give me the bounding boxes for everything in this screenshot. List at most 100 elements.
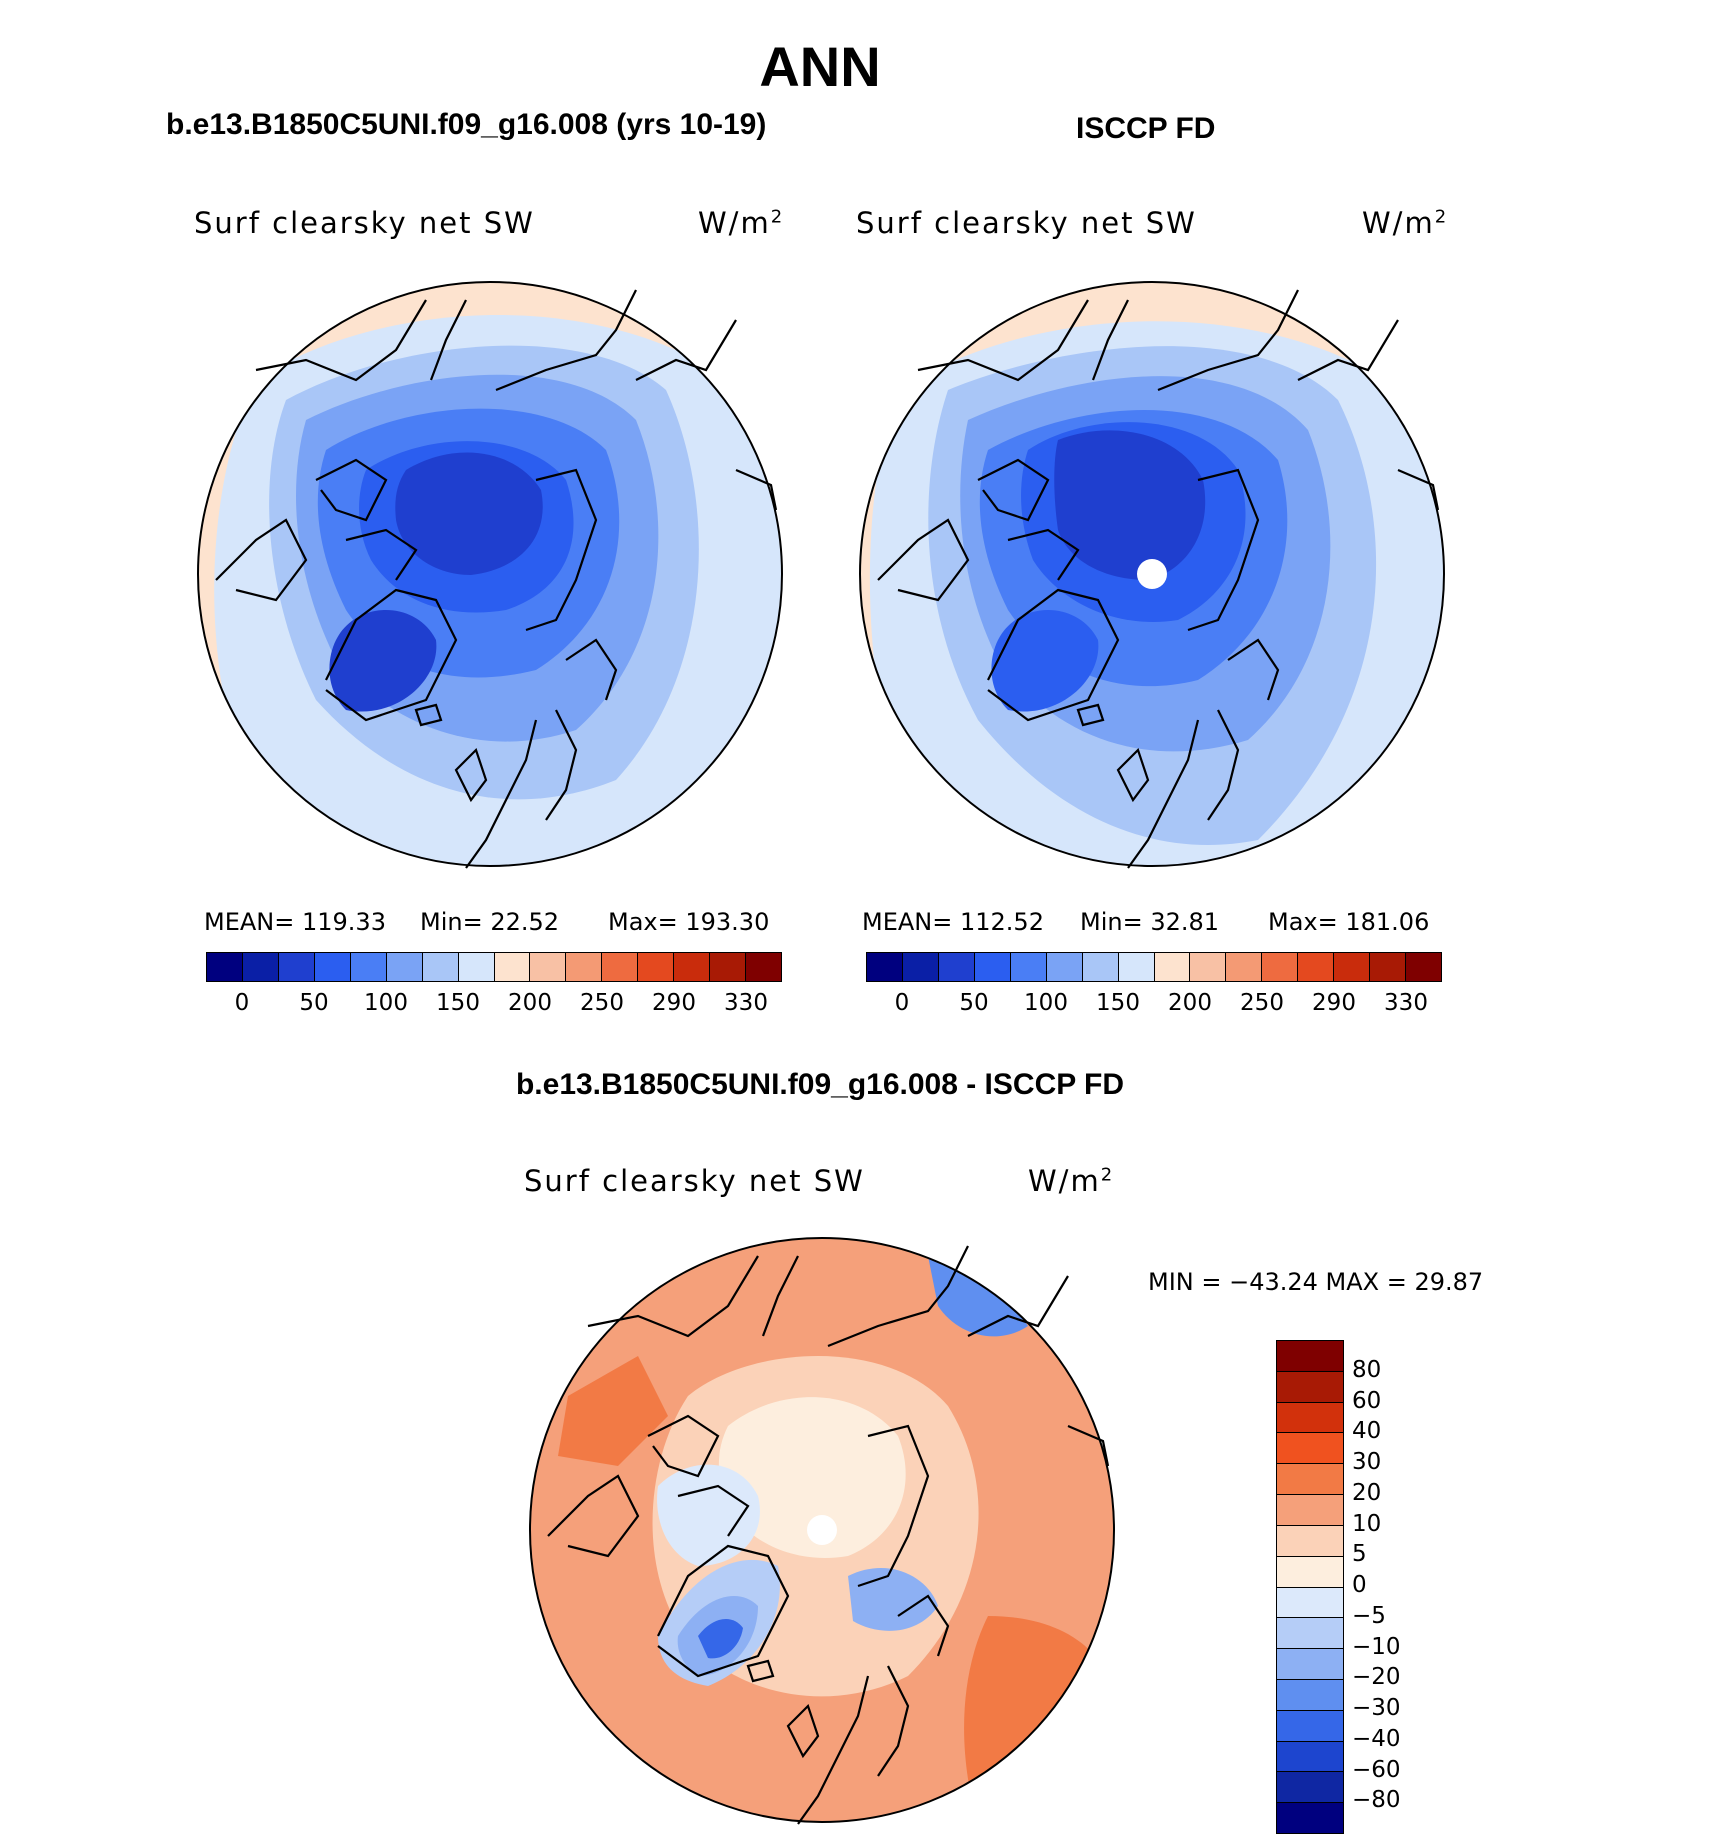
panel2-coastlines — [877, 289, 1440, 869]
panel2-units: W/m2 — [1362, 206, 1449, 240]
panel1-colorbar-swatch — [601, 953, 638, 981]
panel2-colorbar-swatch — [901, 953, 938, 981]
panel1-units: W/m2 — [698, 206, 785, 240]
panel2-colorbar-tick-label: 150 — [1096, 990, 1140, 1016]
panel3-colorbar-tick-label: −5 — [1352, 1602, 1386, 1629]
panel2-colorbar-swatch — [1333, 953, 1370, 981]
panel3-colorbar-swatch — [1277, 1432, 1343, 1464]
panel1-greenland — [329, 610, 437, 712]
panel2-colorbar-swatch — [1045, 953, 1082, 981]
panel1-colorbar-swatch — [673, 953, 710, 981]
panel2-colorbar-swatch — [867, 953, 902, 981]
panel1-colorbar-tick-label: 100 — [364, 990, 408, 1016]
panel2-colorbar-tick-label: 50 — [959, 990, 989, 1016]
panel3-colorbar-swatch — [1277, 1555, 1343, 1587]
panel1-colorbar-tick-label: 330 — [724, 990, 768, 1016]
panel1-mean: MEAN= 119.33 — [204, 908, 386, 936]
panel2-greenland — [991, 610, 1099, 712]
panel2-colorbar-swatch — [937, 953, 974, 981]
panel1-colorbar-tick-label: 250 — [580, 990, 624, 1016]
panel2-colorbar-swatch — [973, 953, 1010, 981]
panel3-colorbar-swatch — [1277, 1463, 1343, 1495]
panel2-colorbar-tick-label: 100 — [1024, 990, 1068, 1016]
panel1-colorbar-swatch — [493, 953, 530, 981]
panel3-colorbar-tick-label: 30 — [1352, 1449, 1382, 1475]
panel3-colorbar-swatch — [1277, 1740, 1343, 1772]
obs-case-title: ISCCP FD — [1076, 112, 1216, 145]
panel1-max: Max= 193.30 — [608, 908, 770, 936]
panel3-colorbar-tick-label: −60 — [1352, 1756, 1401, 1783]
panel3-colorbar-swatch — [1277, 1586, 1343, 1618]
panel2-colorbar-tick-label: 200 — [1168, 990, 1212, 1016]
panel1-colorbar-swatch — [241, 953, 278, 981]
panel1-colorbar-swatch — [637, 953, 674, 981]
panel3-zone-neg5 — [657, 1464, 760, 1566]
panel1-colorbar-tick-label: 290 — [652, 990, 696, 1016]
panel2-colorbar-swatch — [1297, 953, 1334, 981]
panel3-colorbar-swatch — [1277, 1771, 1343, 1803]
page-title: ANN — [759, 35, 881, 98]
panel1-colorbar-swatch — [745, 953, 781, 981]
panel1-colorbar-swatch — [529, 953, 566, 981]
panel3-polar-map — [529, 1237, 1115, 1825]
panel2-colorbar — [866, 952, 1442, 982]
panel1-field-label: Surf clearsky net SW — [194, 206, 535, 240]
panel3-colorbar-swatch — [1277, 1524, 1343, 1556]
panel3-coastlines — [547, 1245, 1110, 1825]
panel3-colorbar-swatch — [1277, 1709, 1343, 1741]
panel3-zone-20 — [964, 1616, 1114, 1822]
panel2-map-border — [859, 281, 1445, 867]
panel2-colorbar-swatch — [1153, 953, 1190, 981]
panel3-colorbar-tick-label: 5 — [1352, 1541, 1367, 1568]
panel3-zone-neg20b — [848, 1567, 938, 1631]
panel1-min: Min= 22.52 — [420, 908, 560, 936]
panel2-mean: MEAN= 112.52 — [862, 908, 1044, 936]
panel1-colorbar-swatch — [709, 953, 746, 981]
panel3-colorbar — [1276, 1340, 1344, 1834]
panel2-min: Min= 32.81 — [1080, 908, 1220, 936]
panel1-map-border — [197, 281, 783, 867]
panel2-colorbar-swatch — [1009, 953, 1046, 981]
panel1-colorbar — [206, 952, 782, 982]
panel3-zone-20b — [558, 1356, 668, 1466]
panel1-colorbar-tick-label: 150 — [436, 990, 480, 1016]
panel3-colorbar-tick-label: 80 — [1352, 1356, 1382, 1383]
panel3-zone-0 — [718, 1397, 906, 1558]
panel1-colorbar-swatch — [207, 953, 242, 981]
panel3-colorbar-tick-label: 40 — [1352, 1418, 1382, 1445]
panel3-colorbar-swatch — [1277, 1370, 1343, 1402]
panel1-colorbar-swatch — [385, 953, 422, 981]
panel3-colorbar-swatch — [1277, 1494, 1343, 1525]
panel2-colorbar-swatch — [1225, 953, 1262, 981]
panel3-pole-gap — [807, 1515, 837, 1545]
panel3-colorbar-tick-label: −10 — [1352, 1633, 1401, 1660]
panel2-colorbar-tick-label: 330 — [1384, 990, 1428, 1016]
panel3-colorbar-swatch — [1277, 1648, 1343, 1679]
panel2-colorbar-swatch — [1369, 953, 1406, 981]
panel2-colorbar-tick-label: 250 — [1240, 990, 1284, 1016]
panel2-colorbar-swatch — [1117, 953, 1154, 981]
model-case-title: b.e13.B1850C5UNI.f09_g16.008 (yrs 10-19) — [166, 108, 767, 141]
diff-title: b.e13.B1850C5UNI.f09_g16.008 - ISCCP FD — [515, 1068, 1125, 1101]
panel1-colorbar-tick-label: 0 — [234, 990, 250, 1016]
panel3-colorbar-tick-label: 10 — [1352, 1510, 1382, 1537]
panel1-coastlines — [215, 289, 778, 869]
panel3-units: W/m2 — [1028, 1164, 1115, 1198]
panel1-zone-core — [395, 452, 543, 575]
panel3-field-label: Surf clearsky net SW — [524, 1164, 865, 1198]
panel3-colorbar-swatch — [1277, 1617, 1343, 1649]
panel3-zone-neg40 — [698, 1618, 743, 1659]
panel1-colorbar-tick-label: 200 — [508, 990, 552, 1016]
panel2-polar-map — [859, 281, 1445, 869]
panel3-map-border — [529, 1237, 1115, 1823]
panel1-colorbar-swatch — [349, 953, 386, 981]
panel1-colorbar-swatch — [421, 953, 458, 981]
panel3-colorbar-tick-label: −30 — [1352, 1695, 1401, 1721]
panel3-colorbar-tick-label: 20 — [1352, 1479, 1382, 1506]
panel2-colorbar-swatch — [1081, 953, 1118, 981]
panel3-colorbar-tick-label: −20 — [1352, 1664, 1401, 1691]
panel3-colorbar-tick-label: 0 — [1352, 1572, 1367, 1598]
panel2-colorbar-ticks: 0 50 100 150 200 250 290 330 — [866, 990, 1442, 1020]
panel1-colorbar-tick-label: 50 — [299, 990, 329, 1016]
panel2-zone-core — [1054, 430, 1206, 580]
